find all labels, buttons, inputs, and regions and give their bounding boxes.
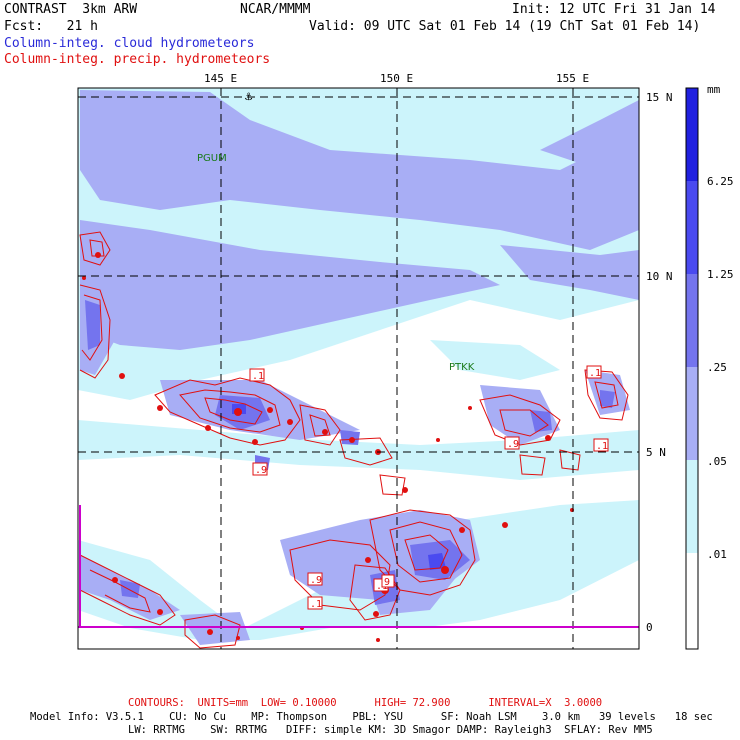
colorbar-band-5 (686, 181, 698, 274)
forecast-hour: Fcst: 21 h (4, 19, 98, 34)
lat-labels: 15 N 10 N 5 N 0 (646, 91, 673, 634)
contour-label-box (249, 368, 265, 382)
contour-label-text: 9 (384, 577, 390, 588)
stations: PGUM PTKK (197, 153, 475, 373)
precip-contours (79, 231, 629, 649)
lon-label-155: 155 E (556, 72, 589, 85)
colorbar-band-1 (686, 553, 698, 649)
contour-label-box (307, 572, 323, 586)
contour-label-box (586, 365, 602, 379)
lon-label-150: 150 E (380, 72, 413, 85)
contour-label-text: .9 (507, 439, 519, 450)
contour-label-text: .1 (596, 441, 608, 452)
colorbar-level-1.25: 1.25 (707, 268, 734, 281)
contour-label-text: .9 (255, 465, 267, 476)
colorbar: mm 6.25 1.25 .25 .05 .01 (685, 83, 734, 650)
station-ptkk: PTKK (449, 362, 475, 373)
map-plot-area (78, 88, 639, 649)
lon-label-145: 145 E (204, 72, 237, 85)
colorbar-band-6 (686, 88, 698, 181)
field-cloud-label: Column-integ. cloud hydrometeors (4, 36, 255, 51)
lat-lon-grid (78, 88, 639, 649)
lon-labels: 145 E 150 E 155 E (204, 72, 589, 85)
colorbar-level-.05: .05 (707, 455, 727, 468)
model-info-line1: Model Info: V3.5.1 CU: No Cu MP: Thompso… (30, 711, 713, 723)
colorbar-level-6.25: 6.25 (707, 175, 734, 188)
colorbar-unit: mm (707, 83, 721, 96)
init-time: Init: 12 UTC Fri 31 Jan 14 (512, 2, 716, 17)
lat-label-10n: 10 N (646, 270, 673, 283)
colorbar-band-3 (686, 367, 698, 460)
valid-time: Valid: 09 UTC Sat 01 Feb 14 (19 ChT Sat … (309, 19, 701, 34)
contour-label-box (381, 574, 395, 588)
contour-label-text: .9 (310, 575, 322, 586)
source-label: NCAR/MMMM (240, 2, 311, 17)
colorbar-band-4 (686, 274, 698, 367)
contour-info: CONTOURS: UNITS=mm LOW= 0.10000 HIGH= 72… (128, 697, 603, 709)
marker-glyph: ⚓ (244, 92, 253, 103)
colorbar-band-2 (686, 460, 698, 553)
contour-label-box (504, 436, 520, 450)
contour-label-text: .1 (310, 599, 322, 610)
precip-cores (82, 252, 574, 642)
lat-label-15n: 15 N (646, 91, 673, 104)
station-pgum: PGUM (197, 153, 227, 164)
colorbar-level-.01: .01 (707, 548, 727, 561)
contour-label-box (307, 596, 323, 610)
contour-label-box (252, 462, 268, 476)
lat-label-5n: 5 N (646, 446, 666, 459)
contour-label-text: .1 (589, 368, 601, 379)
contour-label-text: .1 (252, 371, 264, 382)
model-title: CONTRAST 3km ARW (4, 2, 138, 17)
colorbar-level-.25: .25 (707, 361, 727, 374)
plot-border (77, 87, 640, 650)
model-info-line2: LW: RRTMG SW: RRTMG DIFF: simple KM: 3D … (128, 724, 653, 736)
field-precip-label: Column-integ. precip. hydrometeors (4, 52, 271, 67)
contour-labels: .1 .9 .1 .1 .9 .1 .9 .1 9 (249, 365, 609, 610)
lat-label-0: 0 (646, 621, 653, 634)
contour-label-box (593, 438, 609, 452)
